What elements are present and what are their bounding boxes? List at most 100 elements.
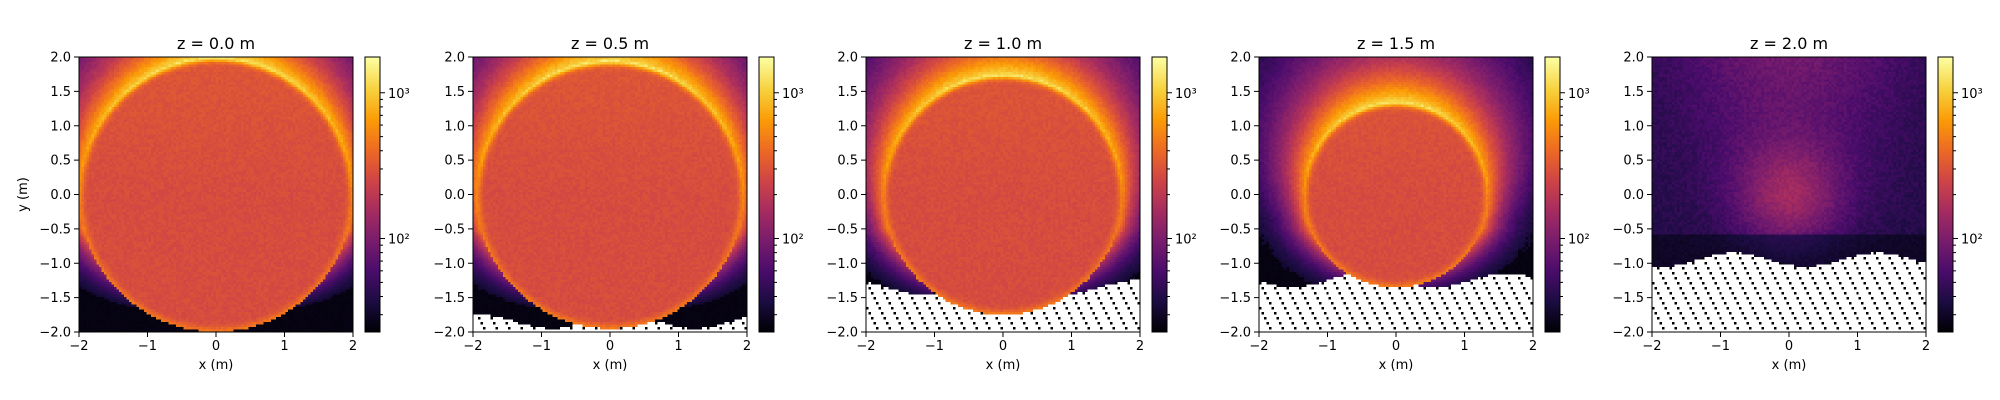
- y-tick-label: −1.5: [39, 291, 71, 306]
- y-tick-label: 1.5: [1623, 85, 1644, 100]
- colorbar-tick-label: 10³: [782, 87, 804, 102]
- y-tick-label: 2.0: [50, 51, 71, 66]
- y-tick-label: −1.5: [1219, 291, 1251, 306]
- y-tick-label: −0.5: [1612, 222, 1644, 237]
- y-tick-label: 0.5: [50, 154, 71, 169]
- x-tick-label: 2: [349, 339, 357, 354]
- x-tick-label: 2: [1136, 339, 1144, 354]
- colorbar-tick-label: 10²: [388, 233, 410, 248]
- y-tick-label: 0.5: [837, 154, 858, 169]
- x-tick-label: 2: [743, 339, 751, 354]
- y-tick-label: 0.0: [837, 188, 858, 203]
- y-axis-label: y (m): [16, 177, 31, 212]
- y-tick-label: 1.0: [50, 119, 71, 134]
- colorbar-tick-label: 10³: [1568, 87, 1590, 102]
- y-tick-label: 0.5: [1623, 154, 1644, 169]
- heatmap-panel-2: z = 1.0 m −2 −1 0 1 2 2.0 1.5 1.0 0.5 0.0 −0.5 −1.0 −…: [826, 34, 1196, 373]
- x-tick-label: 0: [999, 339, 1007, 354]
- y-tick-label: −2.0: [433, 326, 465, 341]
- y-tick-label: −0.5: [433, 222, 465, 237]
- y-tick-label: 1.5: [50, 85, 71, 100]
- y-tick-label: 1.5: [444, 85, 465, 100]
- y-tick-label: 1.5: [1230, 85, 1251, 100]
- x-tick-label: 2: [1529, 339, 1537, 354]
- colorbar-tick-label: 10²: [1568, 233, 1590, 248]
- y-tick-label: 0.5: [444, 154, 465, 169]
- x-axis-label: x (m): [1379, 358, 1414, 373]
- colorbar: [365, 57, 380, 332]
- y-tick-label: −2.0: [1612, 326, 1644, 341]
- x-tick-label: 0: [1785, 339, 1793, 354]
- y-tick-label: 2.0: [1623, 51, 1644, 66]
- panel-title: z = 2.0 m: [1750, 34, 1828, 53]
- x-tick-label: 1: [1460, 339, 1468, 354]
- x-tick-label: 0: [212, 339, 220, 354]
- y-tick-label: −2.0: [826, 326, 858, 341]
- x-axis-label: x (m): [593, 358, 628, 373]
- x-tick-label: 2: [1922, 339, 1930, 354]
- colorbar: [759, 57, 774, 332]
- y-tick-label: −1.0: [1612, 257, 1644, 272]
- x-tick-label: 1: [1067, 339, 1075, 354]
- x-tick-label: −1: [1318, 339, 1337, 354]
- x-axis-label: x (m): [199, 358, 234, 373]
- colorbar-tick-label: 10²: [1175, 233, 1197, 248]
- panel-title: z = 1.0 m: [964, 34, 1042, 53]
- heatmap-panel-3: z = 1.5 m −2 −1 0 1 2 2.0 1.5 1.0 0.5 0.0 −0.5 −1.0 −…: [1219, 34, 1589, 373]
- x-tick-label: −1: [138, 339, 157, 354]
- x-tick-label: 1: [280, 339, 288, 354]
- y-tick-label: −1.0: [826, 257, 858, 272]
- x-tick-label: −2: [1642, 339, 1661, 354]
- y-tick-label: −2.0: [39, 326, 71, 341]
- y-tick-label: −1.0: [1219, 257, 1251, 272]
- panels: z = 0.0 m −2 −1 0 1 2 2.0 1.5 1.0 0.5 0.0 −0.5 −1.0 −…: [16, 34, 1983, 373]
- heatmap-image: [866, 57, 1140, 332]
- y-tick-label: −0.5: [826, 222, 858, 237]
- heatmap-image: [79, 57, 353, 332]
- y-tick-label: 0.0: [50, 188, 71, 203]
- x-tick-label: 1: [1853, 339, 1861, 354]
- x-tick-label: −2: [1249, 339, 1268, 354]
- colorbar-tick-label: 10³: [1961, 87, 1983, 102]
- colorbar-tick-label: 10²: [1961, 233, 1983, 248]
- y-tick-label: 1.0: [1230, 119, 1251, 134]
- x-axis-label: x (m): [1772, 358, 1807, 373]
- y-tick-label: 2.0: [837, 51, 858, 66]
- x-tick-label: −2: [463, 339, 482, 354]
- y-tick-label: 1.5: [837, 85, 858, 100]
- y-tick-label: −1.5: [433, 291, 465, 306]
- x-tick-label: 0: [1392, 339, 1400, 354]
- x-tick-label: −2: [856, 339, 875, 354]
- colorbar-tick-label: 10³: [388, 87, 410, 102]
- x-axis-label: x (m): [986, 358, 1021, 373]
- x-tick-label: −1: [925, 339, 944, 354]
- y-tick-label: 1.0: [837, 119, 858, 134]
- y-tick-label: −0.5: [1219, 222, 1251, 237]
- panel-title: z = 1.5 m: [1357, 34, 1435, 53]
- heatmap-panel-1: z = 0.5 m −2 −1 0 1 2 2.0 1.5 1.0 0.5 0.0 −0.5 −1.0 −…: [433, 34, 803, 373]
- heatmap-panel-0: z = 0.0 m −2 −1 0 1 2 2.0 1.5 1.0 0.5 0.0 −0.5 −1.0 −…: [16, 34, 410, 373]
- y-tick-label: 0.5: [1230, 154, 1251, 169]
- colorbar: [1938, 57, 1953, 332]
- x-tick-label: 1: [674, 339, 682, 354]
- colorbar-tick-label: 10²: [782, 233, 804, 248]
- y-tick-label: −1.0: [39, 257, 71, 272]
- x-tick-label: −1: [532, 339, 551, 354]
- x-tick-label: −1: [1711, 339, 1730, 354]
- y-tick-label: −2.0: [1219, 326, 1251, 341]
- colorbar: [1545, 57, 1560, 332]
- y-tick-label: 0.0: [444, 188, 465, 203]
- panel-title: z = 0.0 m: [177, 34, 255, 53]
- y-tick-label: 0.0: [1230, 188, 1251, 203]
- y-tick-label: 1.0: [1623, 119, 1644, 134]
- heatmap-image: [1259, 57, 1533, 332]
- y-tick-label: −1.0: [433, 257, 465, 272]
- x-tick-label: 0: [606, 339, 614, 354]
- x-tick-label: −2: [69, 339, 88, 354]
- heatmap-image: [473, 57, 747, 332]
- y-tick-label: 0.0: [1623, 188, 1644, 203]
- y-tick-label: −1.5: [1612, 291, 1644, 306]
- y-tick-label: 1.0: [444, 119, 465, 134]
- heatmap-image: [1652, 57, 1926, 332]
- y-tick-label: 2.0: [444, 51, 465, 66]
